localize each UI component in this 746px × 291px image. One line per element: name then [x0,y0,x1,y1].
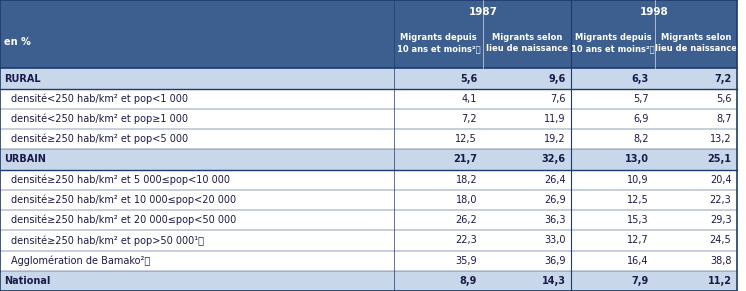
FancyBboxPatch shape [0,251,737,271]
Text: 8,2: 8,2 [633,134,649,144]
Text: 11,2: 11,2 [707,276,732,286]
Text: 24,5: 24,5 [709,235,732,245]
Text: 12,5: 12,5 [627,195,649,205]
Text: densité≥250 hab/km² et 10 000≤pop<20 000: densité≥250 hab/km² et 10 000≤pop<20 000 [11,195,236,205]
Text: 5,6: 5,6 [460,74,477,84]
Text: 8,9: 8,9 [460,276,477,286]
Text: 25,1: 25,1 [707,155,732,164]
Text: 1998: 1998 [640,7,669,17]
Text: Migrants selon
lieu de naissance: Migrants selon lieu de naissance [655,33,737,53]
Text: RURAL: RURAL [4,74,40,84]
Text: densité≥250 hab/km² et pop<5 000: densité≥250 hab/km² et pop<5 000 [11,134,188,144]
Text: 8,7: 8,7 [716,114,732,124]
FancyBboxPatch shape [0,210,737,230]
Text: 5,6: 5,6 [716,94,732,104]
FancyBboxPatch shape [0,149,737,170]
Text: Migrants depuis
10 ans et moins²⧉: Migrants depuis 10 ans et moins²⧉ [571,33,655,53]
Text: 20,4: 20,4 [710,175,732,185]
Text: 26,2: 26,2 [455,215,477,225]
Text: densité≥250 hab/km² et 20 000≤pop<50 000: densité≥250 hab/km² et 20 000≤pop<50 000 [11,215,236,226]
Text: 18,0: 18,0 [456,195,477,205]
Text: 26,9: 26,9 [544,195,565,205]
Text: 7,2: 7,2 [714,74,732,84]
Text: 5,7: 5,7 [633,94,649,104]
Text: 32,6: 32,6 [542,155,565,164]
Text: 1987: 1987 [468,7,498,17]
Text: 16,4: 16,4 [627,255,649,266]
Text: 6,3: 6,3 [632,74,649,84]
FancyBboxPatch shape [0,68,737,89]
Text: 36,3: 36,3 [544,215,565,225]
FancyBboxPatch shape [0,230,737,251]
Text: 22,3: 22,3 [455,235,477,245]
Text: 15,3: 15,3 [627,215,649,225]
Text: en %: en % [4,38,31,47]
Text: 12,5: 12,5 [455,134,477,144]
Text: 6,9: 6,9 [633,114,649,124]
FancyBboxPatch shape [0,129,737,149]
Text: 13,0: 13,0 [625,155,649,164]
Text: 12,7: 12,7 [627,235,649,245]
Text: 7,9: 7,9 [632,276,649,286]
Text: 7,2: 7,2 [462,114,477,124]
Text: 22,3: 22,3 [709,195,732,205]
Text: 33,0: 33,0 [544,235,565,245]
Text: 36,9: 36,9 [544,255,565,266]
FancyBboxPatch shape [0,0,737,68]
FancyBboxPatch shape [0,89,737,109]
Text: 14,3: 14,3 [542,276,565,286]
Text: Migrants depuis
10 ans et moins²⧉: Migrants depuis 10 ans et moins²⧉ [397,33,480,53]
Text: URBAIN: URBAIN [4,155,46,164]
FancyBboxPatch shape [0,190,737,210]
Text: densité<250 hab/km² et pop<1 000: densité<250 hab/km² et pop<1 000 [11,93,188,104]
Text: 9,6: 9,6 [548,74,565,84]
Text: 21,7: 21,7 [453,155,477,164]
Text: 13,2: 13,2 [710,134,732,144]
FancyBboxPatch shape [0,109,737,129]
Text: 7,6: 7,6 [550,94,565,104]
Text: 10,9: 10,9 [627,175,649,185]
Text: densité≥250 hab/km² et 5 000≤pop<10 000: densité≥250 hab/km² et 5 000≤pop<10 000 [11,174,230,185]
Text: 18,2: 18,2 [456,175,477,185]
Text: densité≥250 hab/km² et pop>50 000¹⧉: densité≥250 hab/km² et pop>50 000¹⧉ [11,235,204,246]
FancyBboxPatch shape [0,170,737,190]
FancyBboxPatch shape [0,271,737,291]
Text: Agglomération de Bamako²⧉: Agglomération de Bamako²⧉ [11,255,150,266]
Text: 19,2: 19,2 [544,134,565,144]
Text: 38,8: 38,8 [710,255,732,266]
Text: National: National [4,276,50,286]
Text: 4,1: 4,1 [462,94,477,104]
Text: 35,9: 35,9 [456,255,477,266]
Text: 11,9: 11,9 [544,114,565,124]
Text: Migrants selon
lieu de naissance: Migrants selon lieu de naissance [486,33,568,53]
Text: densité<250 hab/km² et pop≥1 000: densité<250 hab/km² et pop≥1 000 [11,114,188,124]
Text: 26,4: 26,4 [544,175,565,185]
Text: 29,3: 29,3 [710,215,732,225]
